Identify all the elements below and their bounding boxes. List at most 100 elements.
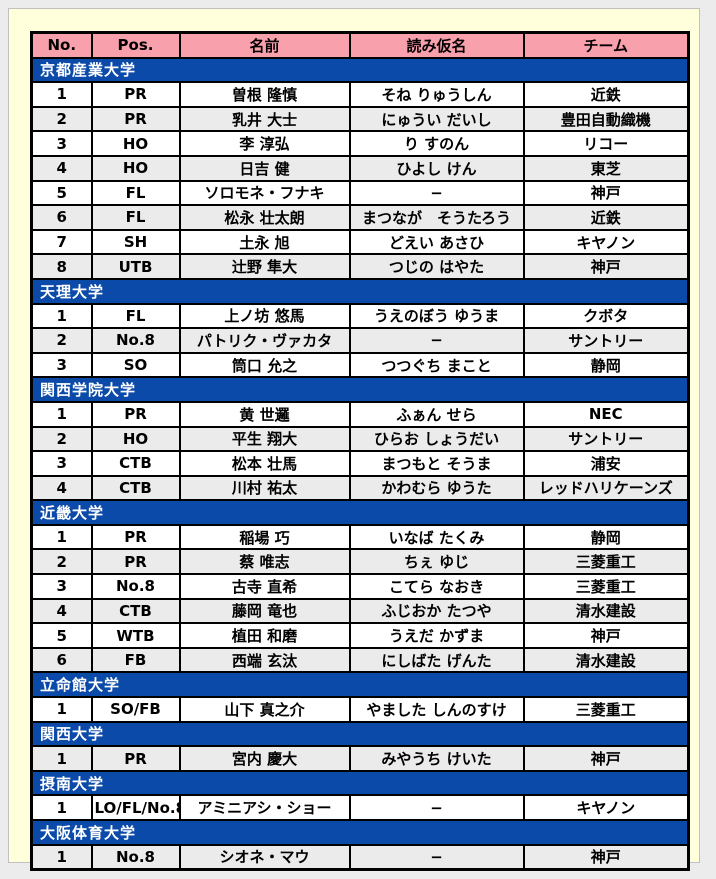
cell-name: シオネ・マウ (178, 843, 351, 871)
cell-team: 東芝 (522, 154, 690, 182)
cell-kana: − (348, 179, 525, 207)
cell-team: レッドハリケーンズ (522, 474, 690, 502)
cell-kana: みやうち けいた (348, 745, 525, 772)
cell-no: 2 (30, 425, 93, 453)
table-row: 2 HO 平生 翔大 ひらお しょうだい サントリー (30, 425, 690, 453)
cell-no: 1 (30, 523, 93, 551)
cell-kana: ひらお しょうだい (348, 425, 525, 453)
section-title: 大阪体育大学 (30, 819, 690, 846)
cell-pos: PR (90, 548, 181, 576)
cell-pos: UTB (90, 253, 181, 280)
cell-kana: − (348, 794, 525, 821)
cell-team: 清水建設 (522, 646, 690, 674)
cell-team: NEC (522, 400, 690, 428)
cell-no: 7 (30, 228, 93, 256)
cell-name: 植田 和磨 (178, 622, 351, 649)
table-row: 7 SH 土永 旭どえい あさひ キヤノン (30, 228, 690, 256)
table-row: 1 FL 上ノ坊 悠馬 うえのぼう ゆうま クボタ (30, 302, 690, 330)
cell-name: 上ノ坊 悠馬 (178, 302, 351, 330)
table-row: 1 No.8 シオネ・マウ − 神戸 (30, 843, 690, 871)
cell-team: 神戸 (522, 179, 690, 207)
cell-name: 辻野 隼大 (178, 253, 351, 280)
cell-kana: ふじおか たつや (348, 597, 525, 625)
cell-kana: やました しんのすけ (348, 696, 525, 723)
cell-name: 西端 玄汰 (178, 646, 351, 674)
cell-team: 三菱重工 (522, 696, 690, 723)
cell-no: 4 (30, 154, 93, 182)
table-row: 8 UTB 辻野 隼大 つじの はやた 神戸 (30, 253, 690, 280)
cell-pos: SO (90, 351, 181, 379)
cell-no: 4 (30, 474, 93, 502)
cell-kana: ふぁん せら (348, 400, 525, 428)
table-row: 1 PR 宮内 慶大 みやうち けいた 神戸 (30, 745, 690, 772)
cell-kana: まつもと そうま (348, 450, 525, 477)
cell-kana: − (348, 327, 525, 354)
cell-name: 日吉 健 (178, 154, 351, 182)
section-header-row: 立命館大学 (30, 671, 690, 699)
cell-no: 8 (30, 253, 93, 280)
cell-kana: まつなが そうたろう (348, 204, 525, 231)
column-header-name: 名前 (178, 31, 351, 59)
cell-pos: No.8 (90, 843, 181, 871)
cell-team: 三菱重工 (522, 548, 690, 576)
cell-pos: CTB (90, 474, 181, 502)
section-header-row: 関西学院大学 (30, 376, 690, 403)
cell-no: 3 (30, 450, 93, 477)
content-panel: No. Pos. 名前 読み仮名 チーム 京都産業大学 1 PR 曽根 隆慎 そね りゅうしん近… (8, 8, 700, 872)
table-row: 4 CTB 藤岡 竜也 ふじおか たつや 清水建設 (30, 597, 690, 625)
cell-no: 3 (30, 351, 93, 379)
cell-pos: CTB (90, 597, 181, 625)
table-row: 1 PR 稲場 巧いなば たくみ 静岡 (30, 523, 690, 551)
cell-name: 李 淳弘 (178, 130, 351, 157)
cell-kana: どえい あさひ (348, 228, 525, 256)
table-row: 2 PR 蔡 唯志 ちぇ ゆじ 三菱重工 (30, 548, 690, 576)
section-title: 摂南大学 (30, 769, 690, 797)
section-title: 関西学院大学 (30, 376, 690, 403)
cell-name: 古寺 直希 (178, 573, 351, 600)
table-row: 5 FL ソロモネ・フナキ − 神戸 (30, 179, 690, 207)
cell-kana: いなば たくみ (348, 523, 525, 551)
cell-name: ソロモネ・フナキ (178, 179, 351, 207)
cell-kana: こてら なおき (348, 573, 525, 600)
table-row: 4 HO 日吉 健ひよし けん 東芝 (30, 154, 690, 182)
cell-pos: No.8 (90, 573, 181, 600)
section-header-row: 京都産業大学 (30, 56, 690, 84)
cell-name: 山下 真之介 (178, 696, 351, 723)
cell-team: 静岡 (522, 351, 690, 379)
cell-no: 6 (30, 646, 93, 674)
cell-no: 1 (30, 302, 93, 330)
cell-pos: FL (90, 204, 181, 231)
cell-kana: つつぐち まこと (348, 351, 525, 379)
cell-pos: HO (90, 154, 181, 182)
section-header-row: 関西大学 (30, 720, 690, 748)
cell-name: 蔡 唯志 (178, 548, 351, 576)
table-header: No. Pos. 名前 読み仮名 チーム (30, 31, 690, 59)
column-header-row: No. Pos. 名前 読み仮名 チーム (30, 31, 690, 59)
cell-name: 筒口 允之 (178, 351, 351, 379)
cell-no: 4 (30, 597, 93, 625)
column-header-no: No. (30, 31, 93, 59)
cell-no: 5 (30, 179, 93, 207)
column-header-kana: 読み仮名 (348, 31, 525, 59)
cell-team: サントリー (522, 425, 690, 453)
cell-kana: ちぇ ゆじ (348, 548, 525, 576)
table-row: 6 FB 西端 玄汰 にしばた げんた 清水建設 (30, 646, 690, 674)
cell-no: 3 (30, 130, 93, 157)
cell-team: 近鉄 (522, 204, 690, 231)
cell-kana: にしばた げんた (348, 646, 525, 674)
table-row: 1 PR 黄 世邏 ふぁん せら NEC (30, 400, 690, 428)
cell-no: 1 (30, 794, 93, 821)
cell-pos: HO (90, 425, 181, 453)
section-title: 関西大学 (30, 720, 690, 748)
cell-team: 静岡 (522, 523, 690, 551)
table-row: 1 LO/FL/No.8 アミニアシ・ショー − キヤノン (30, 794, 690, 821)
column-header-pos: Pos. (90, 31, 181, 59)
cell-name: 松本 壮馬 (178, 450, 351, 477)
cell-team: キヤノン (522, 794, 690, 821)
cell-team: 豊田自動織機 (522, 105, 690, 133)
cell-name: 藤岡 竜也 (178, 597, 351, 625)
cell-pos: FL (90, 179, 181, 207)
cell-name: 土永 旭 (178, 228, 351, 256)
cell-team: 浦安 (522, 450, 690, 477)
cell-pos: PR (90, 105, 181, 133)
